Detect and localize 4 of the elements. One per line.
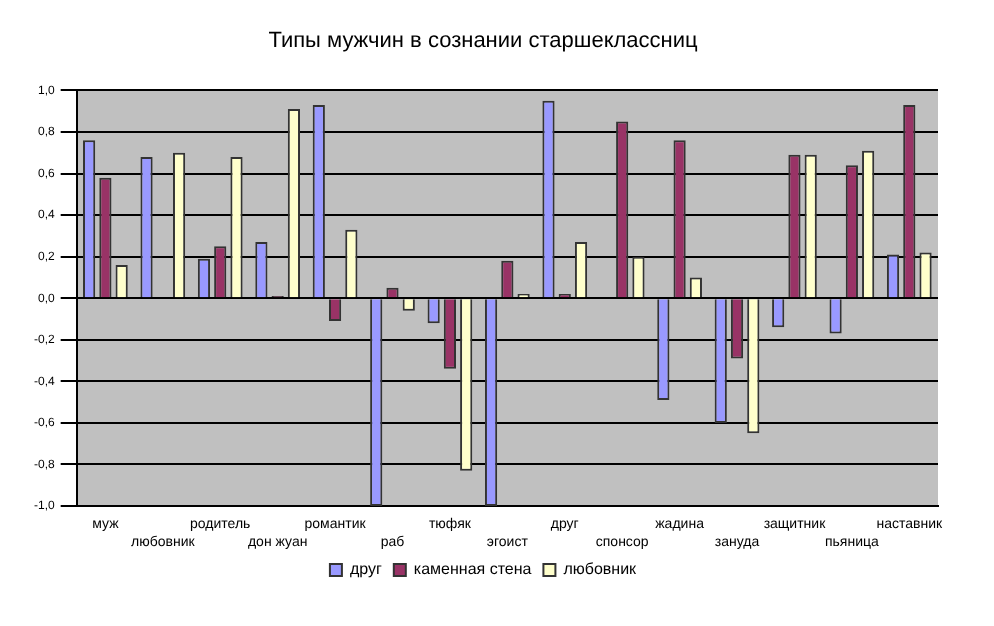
legend-label: друг xyxy=(349,560,382,579)
chart-title: Типы мужчин в сознании старшеклассниц xyxy=(268,29,699,54)
legend-label: каменная стена xyxy=(413,560,533,579)
legend-label: любовник xyxy=(563,560,638,579)
